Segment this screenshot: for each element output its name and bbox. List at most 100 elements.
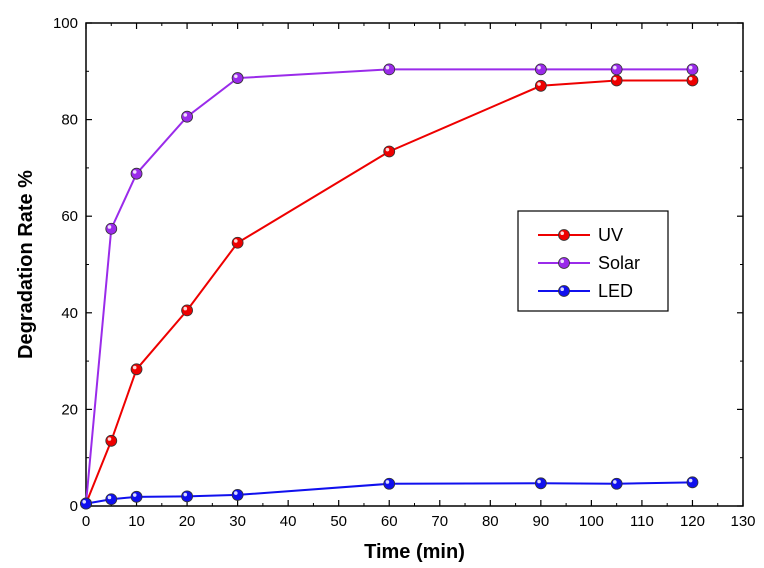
data-point-solar [181, 110, 193, 123]
marker-highlight [234, 491, 238, 495]
data-point-uv [181, 304, 193, 317]
legend-marker [558, 229, 570, 241]
data-point-led [105, 493, 118, 506]
marker-highlight [560, 259, 564, 264]
legend-label: Solar [598, 253, 640, 273]
marker-highlight [613, 76, 617, 81]
marker-dot [686, 476, 699, 489]
marker-highlight [107, 437, 112, 441]
legend-label: UV [598, 225, 623, 245]
y-axis-title: Degradation Rate % [15, 170, 37, 359]
x-tick-label: 110 [630, 513, 654, 530]
marker-highlight [183, 306, 188, 311]
marker-highlight [107, 495, 112, 500]
marker-highlight [537, 479, 541, 484]
data-point-led [130, 490, 143, 503]
marker-dot [181, 490, 193, 503]
marker-dot [383, 477, 396, 490]
series [80, 63, 699, 510]
marker-dot [383, 63, 396, 76]
marker-highlight [82, 499, 86, 504]
marker-highlight [234, 239, 238, 243]
marker-dot [231, 236, 244, 249]
marker-dot [558, 257, 570, 269]
data-point-uv [686, 74, 699, 87]
legend-item-uv: UV [538, 225, 623, 245]
data-point-uv [534, 79, 547, 92]
marker-dot [610, 74, 623, 87]
marker-highlight [688, 65, 693, 70]
marker-dot [231, 488, 244, 501]
data-point-led [383, 477, 396, 490]
marker-highlight [537, 65, 541, 70]
marker-dot [686, 74, 699, 87]
marker-highlight [560, 231, 564, 235]
data-point-led [231, 488, 244, 501]
data-point-uv [130, 363, 143, 376]
marker-highlight [132, 170, 137, 174]
marker-highlight [385, 147, 390, 152]
marker-dot [558, 229, 570, 241]
marker-dot [105, 493, 118, 506]
marker-dot [534, 477, 547, 490]
marker-highlight [132, 365, 137, 370]
x-tick-label: 40 [280, 513, 297, 530]
data-point-solar [383, 63, 396, 76]
marker-highlight [183, 113, 188, 117]
marker-highlight [385, 65, 390, 70]
data-point-uv [383, 145, 396, 158]
marker-highlight [613, 65, 617, 70]
legend-item-solar: Solar [538, 253, 640, 273]
data-point-led [181, 490, 193, 503]
x-tick-label: 60 [381, 513, 398, 530]
data-point-led [610, 477, 623, 490]
marker-dot [130, 490, 143, 503]
marker-highlight [183, 492, 188, 497]
marker-dot [610, 63, 623, 76]
marker-dot [80, 497, 92, 510]
marker-dot [534, 63, 547, 76]
marker-dot [181, 304, 193, 317]
x-tick-label: 100 [579, 513, 604, 530]
data-point-solar [231, 72, 244, 84]
marker-dot [383, 145, 396, 158]
y-tick-label: 60 [61, 208, 78, 225]
ticks: 0 10 20 30 40 50 60 70 80 90 100 110 120 130 0 20 40 60 80… [53, 15, 756, 530]
y-tick-label: 80 [61, 112, 78, 129]
x-tick-label: 30 [229, 513, 246, 530]
marker-dot [130, 363, 143, 376]
y-tick-label: 0 [70, 498, 78, 515]
marker-dot [130, 167, 143, 180]
legend-item-led: LED [538, 281, 633, 301]
data-point-uv [105, 434, 118, 447]
marker-highlight [613, 480, 617, 484]
x-tick-label: 130 [730, 513, 755, 530]
marker-highlight [688, 478, 693, 483]
x-tick-label: 90 [533, 513, 550, 530]
marker-dot [105, 222, 118, 235]
x-tick-label: 50 [330, 513, 347, 530]
data-point-led [686, 476, 699, 489]
marker-highlight [688, 76, 693, 81]
x-tick-label: 20 [179, 513, 196, 530]
marker-dot [558, 285, 570, 297]
x-tick-label: 120 [680, 513, 705, 530]
data-point-solar [610, 63, 623, 76]
marker-highlight [132, 493, 137, 497]
data-point-led [80, 497, 92, 510]
legend-box [517, 210, 669, 312]
marker-dot [686, 63, 699, 76]
marker-highlight [537, 82, 541, 86]
data-point-solar [686, 63, 699, 76]
x-tick-label: 80 [482, 513, 499, 530]
marker-highlight [107, 225, 112, 229]
legend-marker [558, 285, 570, 297]
x-tick-label: 70 [431, 513, 448, 530]
marker-dot [534, 79, 547, 92]
legend-marker [558, 257, 570, 269]
marker-highlight [234, 74, 238, 79]
x-tick-label: 10 [128, 513, 145, 530]
x-tick-label: 0 [82, 513, 90, 530]
y-tick-label: 40 [61, 305, 78, 322]
